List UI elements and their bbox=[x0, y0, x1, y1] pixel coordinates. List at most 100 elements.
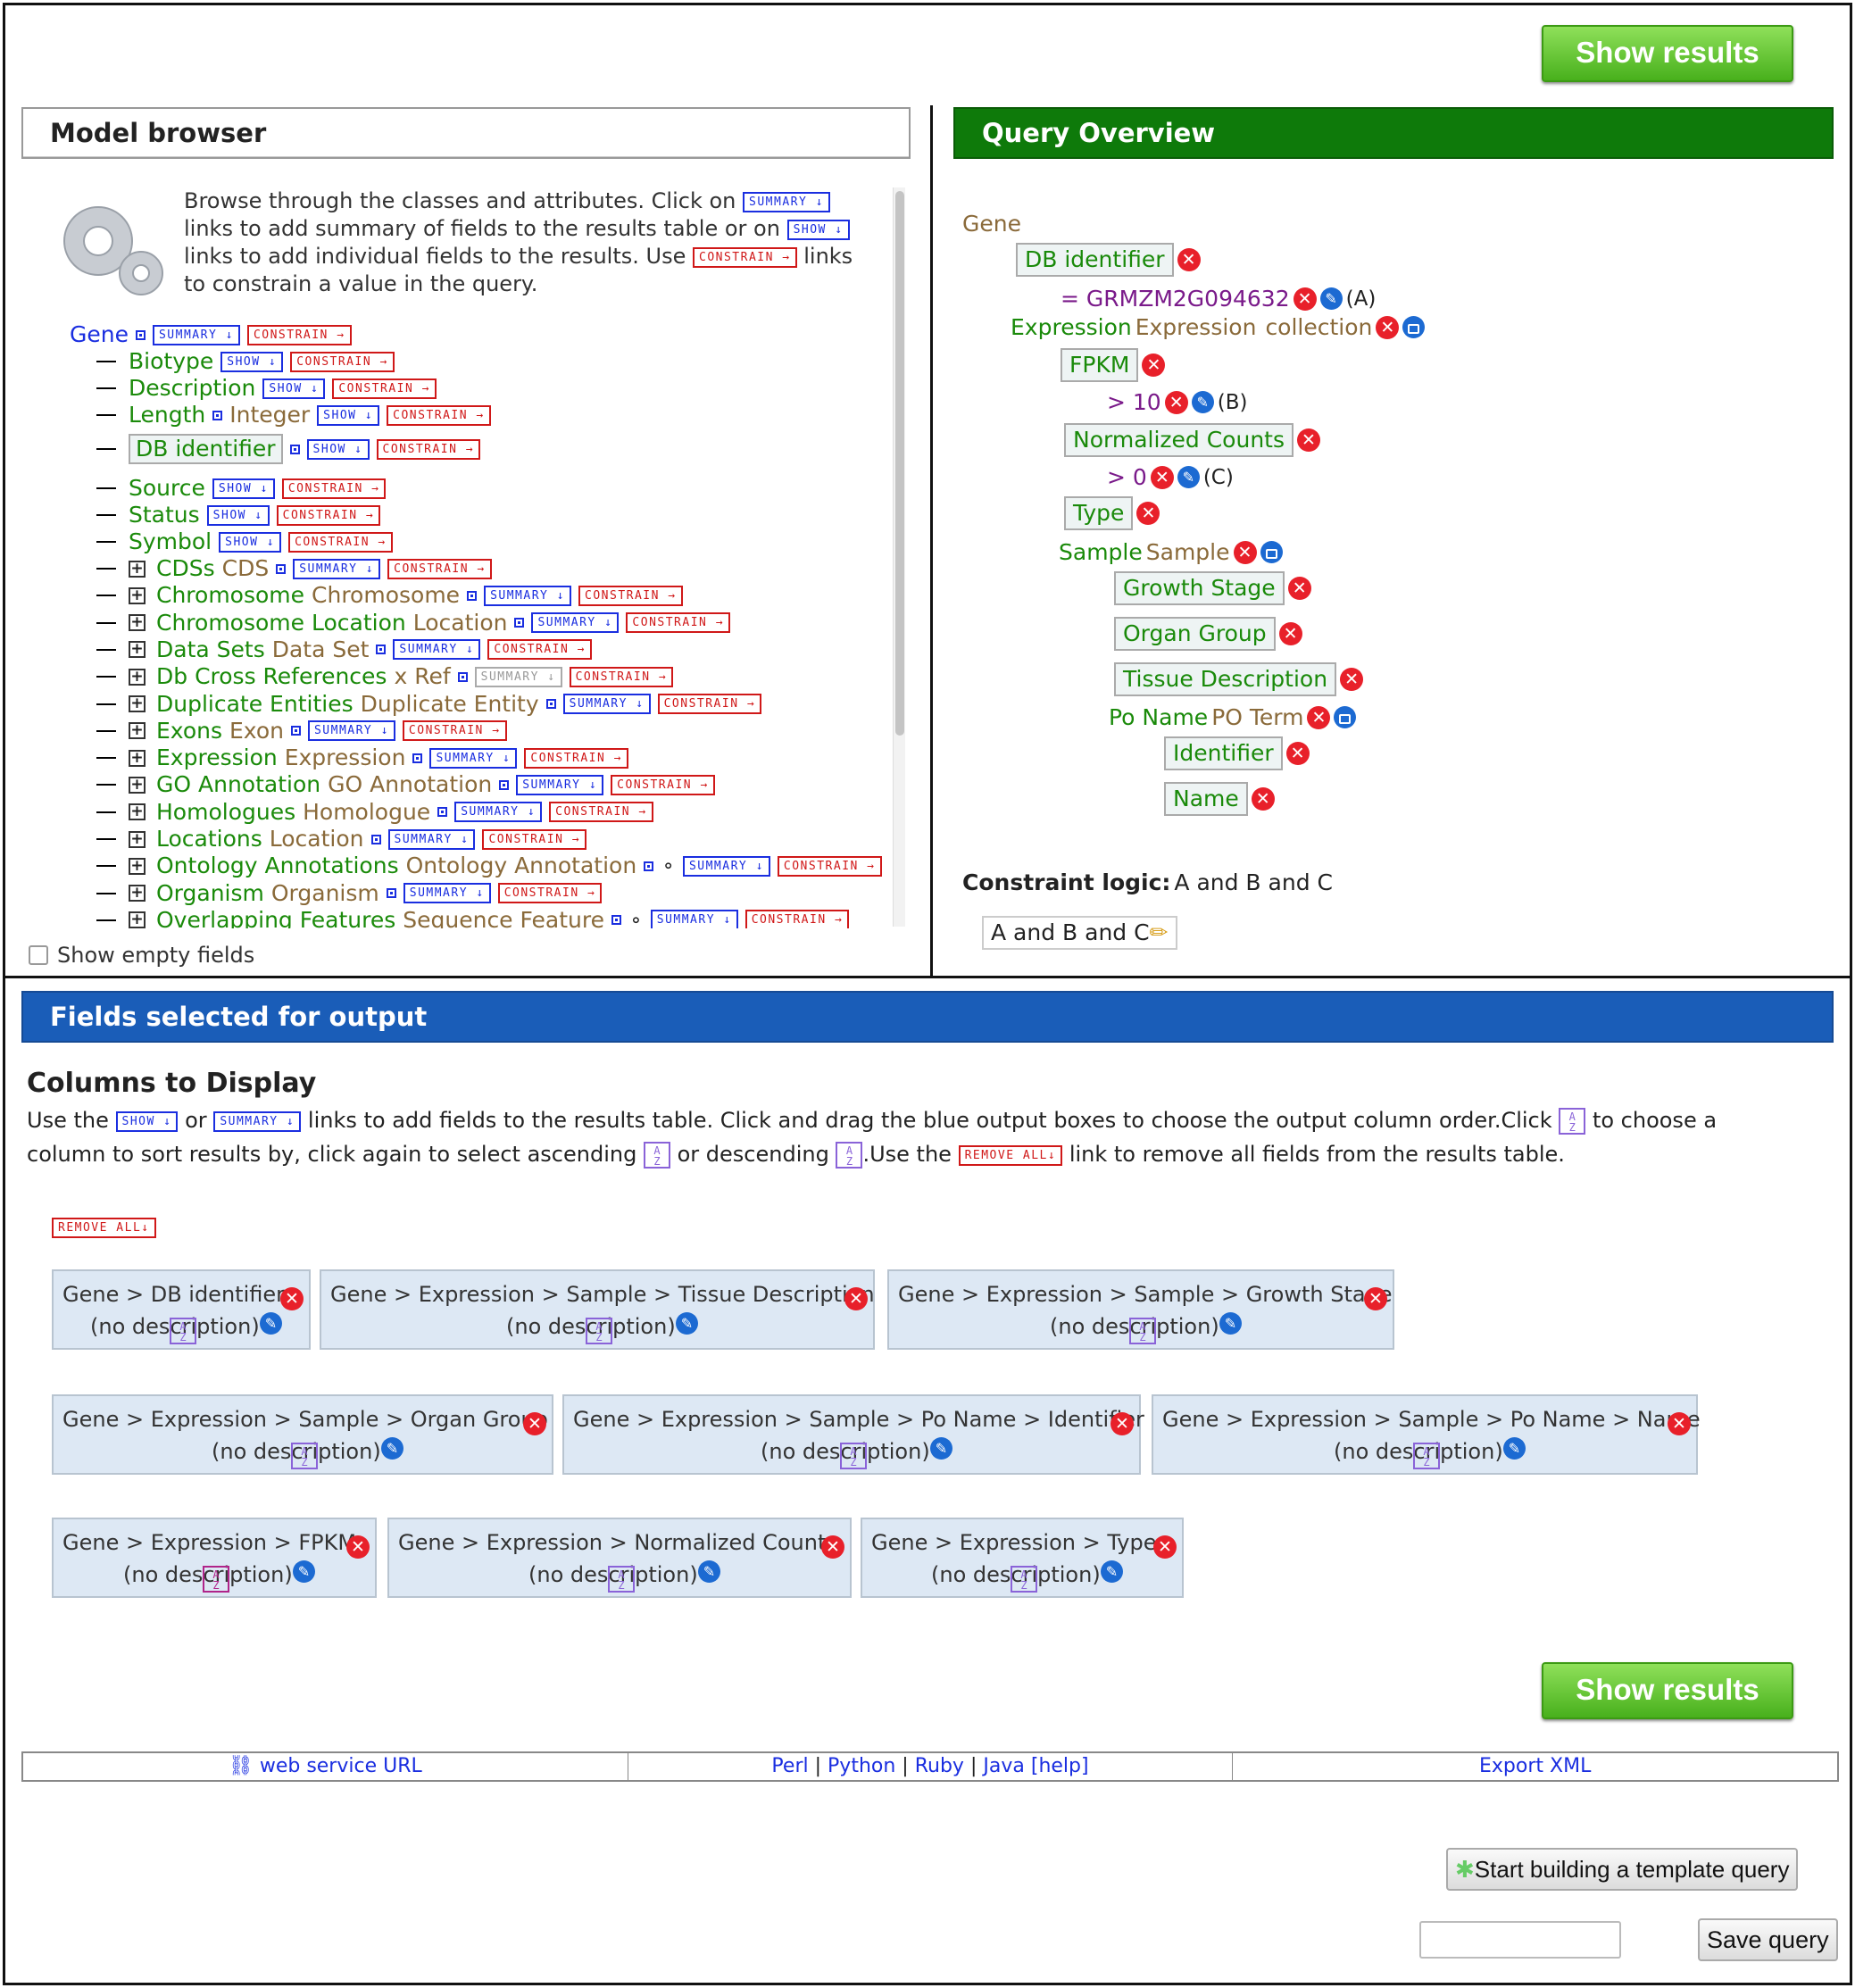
info-icon[interactable] bbox=[276, 563, 287, 574]
info-icon[interactable] bbox=[644, 861, 654, 871]
edit-icon[interactable]: ✎ bbox=[1191, 391, 1214, 413]
summary-link[interactable]: SUMMARY ↓ bbox=[682, 855, 770, 877]
fpkm-box[interactable]: FPKM bbox=[1061, 348, 1139, 382]
info-icon[interactable] bbox=[412, 753, 423, 763]
constrain-link[interactable]: CONSTRAIN → bbox=[611, 774, 715, 795]
start-template-button[interactable]: ✱Start building a template query bbox=[1446, 1848, 1799, 1891]
ruby-link[interactable]: Ruby bbox=[914, 1755, 964, 1777]
info-icon[interactable] bbox=[611, 915, 621, 926]
constrain-link[interactable]: CONSTRAIN → bbox=[276, 504, 381, 526]
expand-icon[interactable]: + bbox=[129, 695, 146, 712]
info-icon[interactable] bbox=[135, 329, 146, 340]
remove-icon[interactable]: ✕ bbox=[1150, 465, 1174, 489]
info-icon[interactable] bbox=[545, 699, 556, 709]
remove-icon[interactable]: ✕ bbox=[1307, 705, 1331, 729]
info-icon[interactable] bbox=[457, 671, 468, 682]
constrain-link[interactable]: CONSTRAIN → bbox=[246, 324, 352, 345]
tree-root-gene[interactable]: Gene SUMMARY ↓ CONSTRAIN → bbox=[70, 321, 352, 348]
output-column-card[interactable]: Gene > DB identifier ✕ (no description) ✎ A Z bbox=[52, 1269, 311, 1350]
model-tree-scrollbar[interactable] bbox=[893, 187, 905, 927]
constrain-link[interactable]: CONSTRAIN → bbox=[482, 828, 587, 850]
show-empty-fields[interactable]: Show empty fields bbox=[29, 943, 254, 968]
constrain-link[interactable]: CONSTRAIN → bbox=[332, 378, 437, 399]
show-link[interactable]: SHOW ↓ bbox=[212, 478, 275, 499]
constrain-link[interactable]: CONSTRAIN → bbox=[777, 855, 882, 877]
constraint-logic-edit[interactable]: A and B and C✏ bbox=[982, 916, 1177, 950]
constrain-link[interactable]: CONSTRAIN → bbox=[657, 694, 762, 714]
edit-description-icon[interactable]: ✎ bbox=[698, 1560, 720, 1583]
summary-link[interactable]: SUMMARY ↓ bbox=[531, 612, 620, 634]
summary-link[interactable]: SUMMARY ↓ bbox=[393, 639, 481, 661]
output-column-card[interactable]: Gene > Expression > Sample > Growth Stag… bbox=[887, 1269, 1394, 1350]
tree-structure-icon[interactable]: ⚬ bbox=[628, 909, 644, 928]
output-column-card[interactable]: Gene > Expression > Type ✕ (no description… bbox=[861, 1518, 1184, 1598]
collapse-icon[interactable] bbox=[1402, 316, 1426, 338]
edit-description-icon[interactable]: ✎ bbox=[293, 1560, 315, 1583]
show-link[interactable]: SHOW ↓ bbox=[206, 504, 270, 526]
save-query-button[interactable]: Save query bbox=[1698, 1918, 1838, 1961]
expand-icon[interactable]: + bbox=[129, 586, 146, 604]
remove-icon[interactable]: ✕ bbox=[1251, 787, 1275, 811]
constrain-link[interactable]: CONSTRAIN → bbox=[387, 404, 491, 426]
remove-icon[interactable]: ✕ bbox=[1136, 502, 1160, 525]
constrain-link[interactable]: CONSTRAIN → bbox=[549, 802, 653, 823]
expand-icon[interactable]: + bbox=[129, 641, 146, 659]
export-xml-link[interactable]: Export XML bbox=[1479, 1755, 1592, 1777]
info-icon[interactable] bbox=[467, 590, 478, 601]
edit-description-icon[interactable]: ✎ bbox=[676, 1312, 698, 1335]
remove-icon[interactable]: ✕ bbox=[1177, 248, 1201, 271]
scrollbar-thumb[interactable] bbox=[895, 191, 904, 736]
python-link[interactable]: Python bbox=[828, 1755, 896, 1777]
type-box[interactable]: Type bbox=[1064, 496, 1134, 530]
expand-icon[interactable]: + bbox=[129, 668, 146, 686]
perl-link[interactable]: Perl bbox=[771, 1755, 809, 1777]
info-icon[interactable] bbox=[437, 807, 448, 818]
remove-icon[interactable]: ✕ bbox=[1233, 540, 1257, 564]
constrain-link[interactable]: CONSTRAIN → bbox=[387, 558, 492, 579]
expand-icon[interactable]: + bbox=[129, 560, 146, 578]
summary-link[interactable]: SUMMARY ↓ bbox=[152, 324, 240, 345]
help-link[interactable]: [help] bbox=[1030, 1755, 1089, 1777]
remove-column-icon[interactable]: ✕ bbox=[346, 1535, 370, 1559]
remove-icon[interactable]: ✕ bbox=[1285, 742, 1310, 765]
edit-icon[interactable]: ✎ bbox=[1177, 466, 1200, 488]
show-link[interactable]: SHOW ↓ bbox=[262, 378, 326, 399]
name-box[interactable]: Name bbox=[1164, 782, 1248, 816]
show-link[interactable]: SHOW ↓ bbox=[317, 404, 380, 426]
expand-icon[interactable]: + bbox=[129, 749, 146, 767]
output-column-card[interactable]: Gene > Expression > Sample > Po Name > I… bbox=[562, 1394, 1144, 1475]
summary-link[interactable]: SUMMARY ↓ bbox=[387, 828, 476, 850]
edit-description-icon[interactable]: ✎ bbox=[1219, 1312, 1242, 1335]
edit-icon[interactable]: ✎ bbox=[1319, 287, 1343, 310]
constrain-link[interactable]: CONSTRAIN → bbox=[578, 585, 683, 606]
growth-stage-box[interactable]: Growth Stage bbox=[1114, 571, 1285, 605]
show-results-button-top[interactable]: Show results bbox=[1542, 25, 1793, 82]
output-column-card[interactable]: Gene > Expression > Sample > Tissue Desc… bbox=[320, 1269, 875, 1350]
constrain-link[interactable]: CONSTRAIN → bbox=[402, 720, 507, 742]
remove-all-link[interactable]: REMOVE ALL↓ bbox=[52, 1218, 156, 1238]
info-icon[interactable] bbox=[370, 834, 381, 844]
remove-column-icon[interactable]: ✕ bbox=[1111, 1412, 1134, 1435]
summary-link[interactable]: SUMMARY ↓ bbox=[474, 666, 562, 687]
remove-icon[interactable]: ✕ bbox=[1297, 428, 1320, 452]
info-icon[interactable] bbox=[376, 645, 387, 655]
remove-column-icon[interactable]: ✕ bbox=[1153, 1535, 1177, 1559]
constrain-link[interactable]: CONSTRAIN → bbox=[376, 438, 481, 460]
info-icon[interactable] bbox=[514, 618, 525, 628]
info-icon[interactable] bbox=[499, 779, 510, 790]
constrain-link[interactable]: CONSTRAIN → bbox=[487, 639, 592, 661]
expand-icon[interactable]: + bbox=[129, 857, 146, 875]
identifier-box[interactable]: Identifier bbox=[1164, 736, 1283, 770]
expand-icon[interactable]: + bbox=[129, 614, 146, 632]
info-icon[interactable] bbox=[212, 410, 223, 420]
summary-link[interactable]: SUMMARY ↓ bbox=[403, 883, 491, 904]
remove-icon[interactable]: ✕ bbox=[1142, 354, 1166, 377]
summary-link[interactable]: SUMMARY ↓ bbox=[454, 802, 543, 823]
